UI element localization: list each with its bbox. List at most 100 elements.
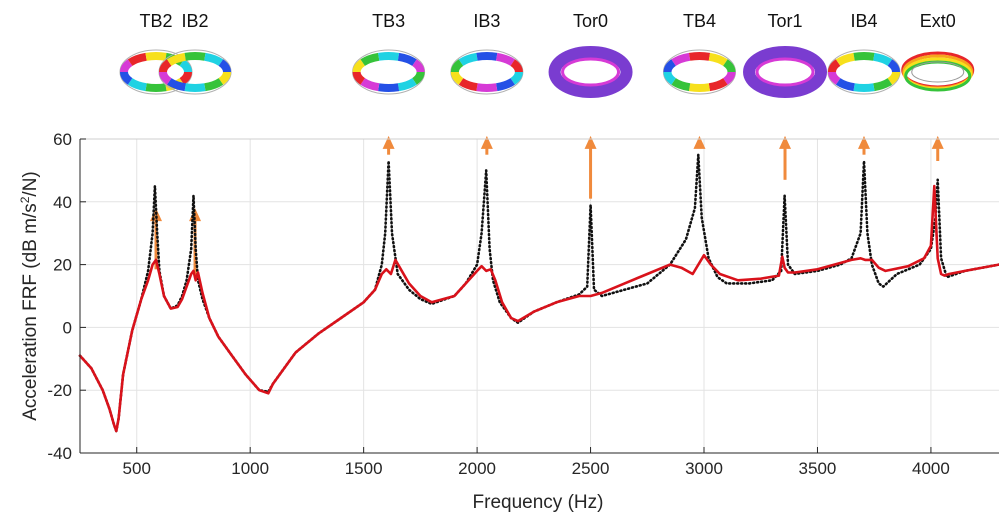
ring-segment (495, 77, 515, 92)
ring-segment (835, 77, 855, 92)
ring-segment (495, 52, 515, 67)
ring-segment (120, 59, 133, 73)
ring-segment (663, 59, 677, 73)
mode-label: TB2 (140, 11, 173, 31)
ring-segment (378, 83, 400, 92)
mode-shape-ring (827, 49, 901, 95)
ring-segment (458, 77, 478, 92)
mode-shape-ring (743, 46, 828, 98)
ring-segment (360, 52, 380, 67)
x-tick-label: 3500 (799, 459, 837, 478)
ring-segment (722, 59, 736, 73)
ring-segment (204, 77, 224, 92)
ring-segment (218, 71, 231, 85)
mode-label: TB3 (372, 11, 405, 31)
ring-segment (120, 71, 133, 85)
series-dotted-line (78, 153, 999, 433)
y-tick-label: 40 (53, 193, 72, 212)
ring-segment (412, 59, 425, 73)
mode-label: Tor0 (573, 11, 608, 31)
mode-labels: TB2 IB2 TB3 IB3 Tor0 TB4 Tor1 IB4 Ext0 (140, 11, 956, 31)
y-tick-label: 0 (63, 318, 72, 337)
arrow-head (693, 135, 706, 149)
mode-label: IB4 (850, 11, 877, 31)
ring-segment (663, 71, 677, 85)
ring-segment (853, 52, 875, 61)
ring-segment (476, 83, 498, 92)
ring-segment (873, 77, 893, 92)
x-tick-label: 500 (123, 459, 151, 478)
tick-labels: 500 1000 1500 2000 2500 3000 3500 4000 -40 -20 0 20… (47, 130, 949, 478)
y-tick-label: 20 (53, 256, 72, 275)
x-tick-label: 1000 (231, 459, 269, 478)
y-tick-label: -40 (47, 444, 72, 463)
mode-label: TB4 (683, 11, 716, 31)
ring-segment (873, 52, 893, 67)
mode-arrows (150, 135, 944, 278)
y-axis-label: Acceleration FRF (dB m/s2/N) (18, 171, 41, 421)
mode-shape-ring (548, 46, 633, 98)
ring-segment (179, 59, 192, 73)
mode-shape-ring (119, 49, 193, 95)
y-axis-label-tail: /N) (20, 171, 41, 196)
ring-segment (184, 83, 206, 92)
ring-segment (510, 71, 523, 85)
ring-segment (412, 71, 425, 85)
mode-label: IB3 (473, 11, 500, 31)
ring-segment (688, 52, 711, 61)
ring-inner (561, 57, 621, 87)
ring-segment (476, 52, 498, 61)
x-tick-label: 1500 (345, 459, 383, 478)
x-tick-label: 3000 (685, 459, 723, 478)
mode-shape-ring (352, 49, 426, 95)
ring-segment (397, 77, 417, 92)
ring-segment (835, 52, 855, 67)
x-axis-label: Frequency (Hz) (473, 492, 604, 513)
ring-segment (145, 52, 167, 61)
arrow-head (382, 135, 395, 149)
ring-outline (450, 49, 524, 95)
ring-segment (722, 71, 736, 85)
axes (79, 138, 999, 454)
mode-shape-ring (901, 51, 975, 92)
arrow-head (480, 135, 493, 149)
y-tick-label: -20 (47, 381, 72, 400)
data-series (78, 153, 999, 433)
ring-segment (671, 77, 691, 92)
ring-segment (159, 71, 172, 85)
ring-segment (450, 71, 464, 85)
ring-inner (755, 57, 815, 87)
ring-segment (127, 52, 147, 67)
ring-segment (510, 59, 523, 73)
ring-segment (671, 52, 691, 67)
x-tick-label: 4000 (912, 459, 950, 478)
arrow-head (931, 135, 944, 149)
ring-segment (166, 77, 186, 92)
ring-outer (548, 46, 633, 98)
ring-segment (853, 83, 875, 92)
ring-segment (166, 52, 186, 67)
ring-segment (352, 59, 366, 73)
ring-segment (179, 71, 192, 85)
ring-segment (127, 77, 147, 92)
ring-segment (204, 52, 224, 67)
x-tick-label: 2500 (572, 459, 610, 478)
mode-shape-ring (450, 49, 524, 95)
ring-segment (887, 71, 900, 85)
ring-segment (450, 59, 464, 73)
ring-segment (887, 59, 900, 73)
arrow-head (779, 135, 792, 149)
x-tick-label: 2000 (458, 459, 496, 478)
ring-segment (378, 52, 400, 61)
ring-segment (159, 59, 172, 73)
mode-label: Ext0 (920, 11, 956, 31)
y-tick-label: 60 (53, 130, 72, 149)
ring-outline (911, 61, 965, 83)
ring-segment (397, 52, 417, 67)
mode-shape-ring (158, 49, 232, 95)
ring-segment (360, 77, 380, 92)
ring-segment (218, 59, 231, 73)
arrow-head (857, 135, 870, 149)
ring-outer (743, 46, 828, 98)
